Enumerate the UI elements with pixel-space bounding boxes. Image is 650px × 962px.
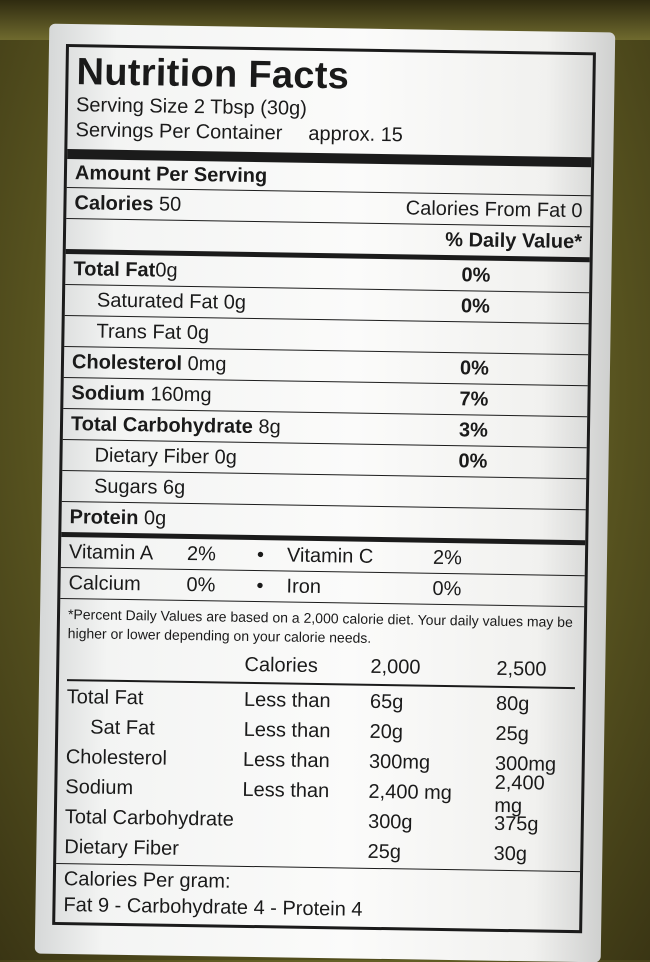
nutrient-percent: 3%	[458, 419, 489, 442]
dv-nutrient: Sat Fat	[90, 716, 155, 740]
panel-title: Nutrition Facts	[76, 51, 350, 98]
separator-dot: •	[256, 574, 264, 597]
nutrient-amount: 8g	[258, 416, 281, 439]
servings-label: Servings Per Container	[75, 119, 283, 145]
dv-limit: Less than	[243, 688, 331, 713]
nutrient-label: Trans Fat	[96, 320, 182, 344]
nutrient-percent: 0%	[458, 450, 488, 473]
nutrient-percent	[460, 337, 520, 338]
vitamin-percent: 0%	[186, 573, 216, 596]
nutrient-amount: 160mg	[150, 383, 212, 407]
nutrient-amount: 0mg	[187, 352, 227, 376]
nutrient-label: Total Fat	[73, 258, 156, 282]
vitamin-percent: 0%	[432, 577, 462, 600]
dv-limit	[242, 820, 368, 822]
dv-value-2500: 80g	[495, 692, 530, 716]
dv-value-2500: 375g	[493, 812, 539, 836]
dv-nutrient: Cholesterol	[65, 746, 168, 770]
dv-header-2500: 2,500	[496, 657, 547, 681]
dv-value-2500: 25g	[495, 722, 530, 746]
nutrition-facts-panel: Nutrition Facts Serving Size 2 Tbsp (30g…	[52, 44, 596, 933]
nutrient-label: Dietary Fiber	[94, 444, 210, 469]
dv-nutrient: Total Carbohydrate	[64, 806, 234, 831]
separator-dot: •	[256, 543, 265, 566]
dv-header-calories: Calories	[244, 653, 319, 677]
dv-limit	[242, 850, 368, 852]
daily-value-reference-table: Calories 2,000 2,500 Total Fat Less than…	[56, 647, 583, 871]
daily-value-footnote: *Percent Daily Values are based on a 2,0…	[59, 597, 585, 656]
vitamin-percent: 2%	[432, 546, 463, 569]
dv-nutrient: Sodium	[65, 776, 134, 800]
nutrient-label: Sodium	[71, 382, 146, 406]
vitamin-label: Iron	[286, 575, 322, 598]
vitamin-label: Vitamin C	[286, 544, 374, 568]
nutrient-percent	[458, 523, 518, 524]
dv-value-2000: 25g	[367, 840, 402, 864]
dv-nutrient: Dietary Fiber	[64, 836, 180, 860]
dv-value-2000: 20g	[369, 720, 404, 744]
dv-value-2500: 30g	[493, 842, 528, 866]
nutrient-percent: 0%	[460, 295, 491, 318]
dv-value-2000: 2,400 mg	[368, 780, 453, 805]
dv-value-2500: 2,400 mg	[494, 771, 545, 817]
vitamin-percent: 2%	[186, 542, 217, 565]
dv-nutrient: Total Fat	[66, 686, 144, 710]
dv-value-2000: 300mg	[368, 750, 431, 774]
nutrient-percent: 7%	[459, 388, 489, 411]
nutrient-label: Cholesterol	[71, 351, 183, 375]
nutrient-label: Sugars	[93, 475, 158, 499]
nutrient-percent: 0%	[459, 357, 490, 380]
nutrient-label: Total Carbohydrate	[70, 413, 254, 438]
dv-header-2000: 2,000	[370, 655, 421, 679]
nutrient-percent	[458, 492, 518, 493]
dv-value-2000: 300g	[367, 810, 413, 834]
servings-value: approx. 15	[308, 122, 404, 147]
calories-label: Calories	[74, 192, 154, 216]
nutrient-label: Saturated Fat	[96, 289, 219, 314]
nutrient-amount: 6g	[162, 476, 186, 499]
nutrient-amount: 0g	[143, 507, 167, 530]
dv-value-2000: 65g	[369, 690, 404, 714]
dv-limit: Less than	[242, 778, 330, 803]
nutrient-label: Protein	[69, 506, 139, 530]
calories-from-fat: Calories From Fat 0	[405, 197, 583, 223]
nutrient-amount: 0g	[214, 446, 237, 469]
vitamin-label: Calcium	[68, 571, 141, 595]
nutrient-percent: 0%	[461, 264, 491, 287]
nutrient-amount: 0g	[155, 259, 178, 282]
calories-value: 50	[158, 193, 182, 216]
nutrient-amount: 0g	[223, 291, 247, 314]
daily-value-header: % Daily Value*	[445, 228, 583, 254]
nutrient-amount: 0g	[186, 321, 210, 345]
vitamin-label: Vitamin A	[68, 540, 154, 564]
calories-per-gram: Calories Per gram: Fat 9 - Carbohydrate …	[55, 862, 581, 930]
dv-limit: Less than	[243, 718, 331, 743]
dv-limit: Less than	[242, 748, 330, 773]
